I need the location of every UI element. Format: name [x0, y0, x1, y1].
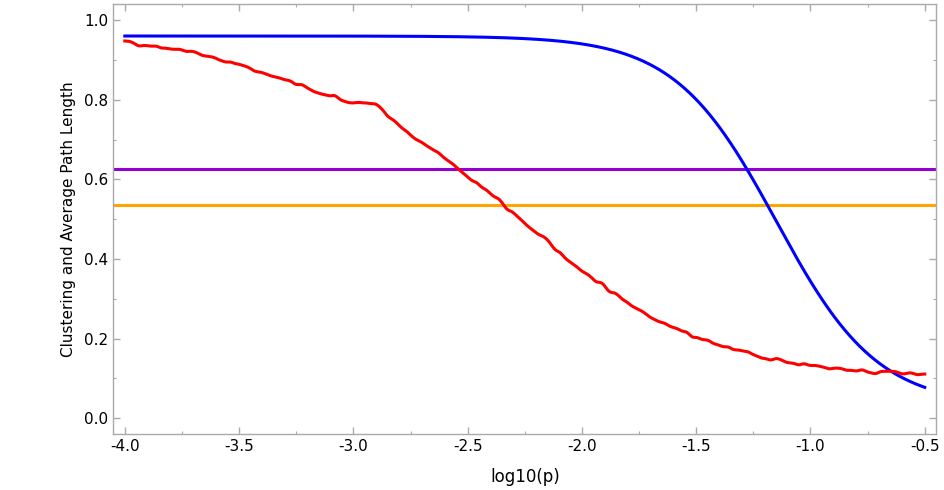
- X-axis label: log10(p): log10(p): [489, 468, 559, 486]
- Y-axis label: Clustering and Average Path Length: Clustering and Average Path Length: [61, 81, 76, 357]
